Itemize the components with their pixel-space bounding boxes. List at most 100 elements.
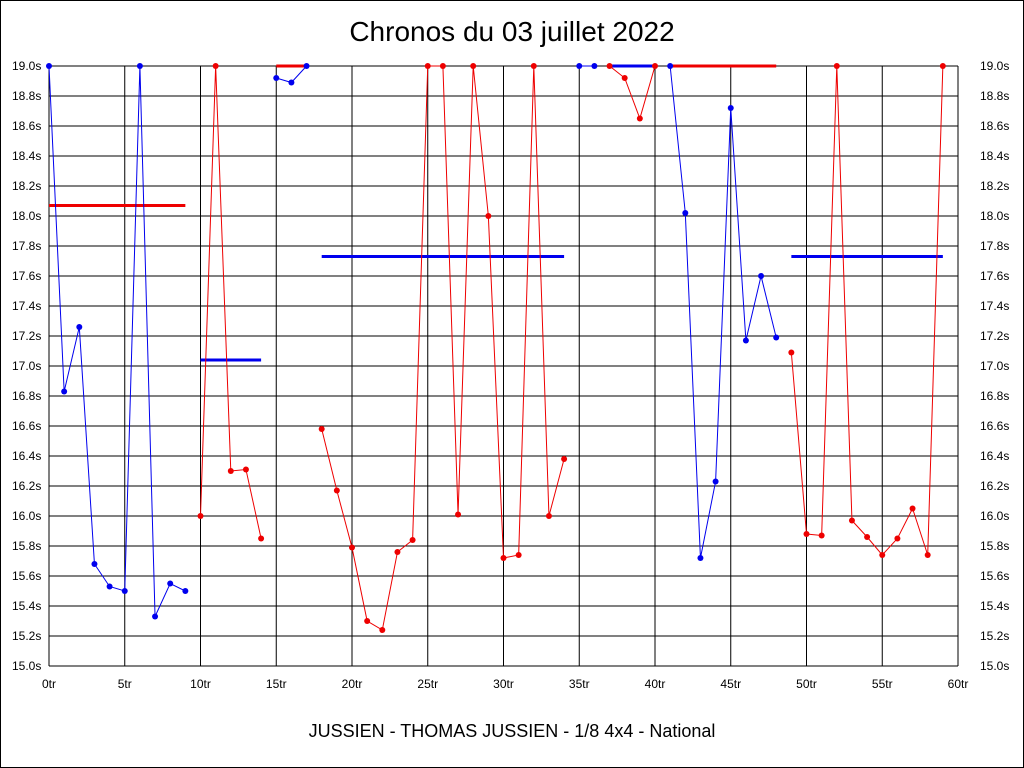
- data-point: [182, 588, 189, 594]
- data-point: [152, 613, 159, 620]
- data-point: [894, 535, 901, 542]
- data-point: [364, 618, 371, 624]
- series-line: [669, 65, 777, 559]
- y-tick-label-right: 16.4s: [980, 449, 1009, 463]
- y-tick-label-left: 17.2s: [12, 329, 41, 343]
- y-tick-label-right: 17.2s: [980, 329, 1009, 343]
- data-point: [121, 588, 128, 594]
- data-point: [485, 213, 492, 219]
- chart-subtitle: JUSSIEN - THOMAS JUSSIEN - 1/8 4x4 - Nat…: [308, 721, 716, 741]
- y-tick-label-right: 15.0s: [980, 659, 1009, 673]
- y-tick-label-right: 15.8s: [980, 539, 1009, 553]
- data-point: [742, 337, 749, 344]
- data-point: [864, 534, 871, 540]
- y-tick-label-right: 19.0s: [980, 59, 1009, 73]
- data-point: [349, 544, 355, 551]
- y-tick-label-right: 16.8s: [980, 389, 1009, 403]
- data-point: [697, 555, 704, 561]
- data-point: [909, 505, 916, 512]
- y-tick-label-left: 18.6s: [12, 119, 41, 133]
- data-point: [833, 63, 840, 69]
- series-line: [609, 65, 656, 121]
- data-point: [61, 388, 68, 395]
- y-tick-label-left: 15.6s: [12, 569, 41, 583]
- y-tick-label-left: 15.0s: [12, 659, 41, 673]
- x-tick-label: 25tr: [417, 677, 438, 691]
- y-tick-label-left: 16.4s: [12, 449, 41, 463]
- data-point: [682, 210, 689, 216]
- data-point: [924, 552, 931, 558]
- x-tick-label: 0tr: [42, 677, 56, 691]
- y-tick-label-right: 17.4s: [980, 299, 1009, 313]
- y-tick-label-left: 17.4s: [12, 299, 41, 313]
- data-point: [197, 513, 204, 519]
- data-point: [545, 513, 552, 519]
- data-point: [591, 63, 598, 69]
- data-point: [212, 63, 219, 69]
- data-point: [167, 580, 174, 587]
- data-point: [303, 63, 310, 69]
- y-tick-label-right: 18.6s: [980, 119, 1009, 133]
- x-tick-label: 60tr: [948, 677, 969, 691]
- data-point: [803, 531, 810, 537]
- x-tick-label: 40tr: [645, 677, 666, 691]
- data-point: [333, 487, 340, 494]
- y-tick-label-left: 18.8s: [12, 89, 41, 103]
- y-tick-label-right: 18.4s: [980, 149, 1009, 163]
- data-point: [788, 349, 795, 356]
- y-tick-label-left: 16.0s: [12, 509, 41, 523]
- y-tick-label-right: 16.6s: [980, 419, 1009, 433]
- series-line: [200, 65, 262, 539]
- x-tick-label: 5tr: [118, 677, 132, 691]
- y-tick-label-left: 16.8s: [12, 389, 41, 403]
- series-line: [790, 65, 944, 556]
- data-point: [91, 561, 98, 567]
- series-line: [321, 65, 565, 631]
- y-tick-label-right: 15.6s: [980, 569, 1009, 583]
- y-tick-label-right: 18.8s: [980, 89, 1009, 103]
- data-point: [758, 273, 765, 279]
- data-point: [470, 63, 477, 69]
- y-tick-label-left: 18.0s: [12, 209, 41, 223]
- x-tick-label: 20tr: [342, 677, 363, 691]
- data-point: [242, 466, 249, 473]
- data-point: [939, 63, 946, 69]
- data-point: [576, 63, 583, 69]
- data-point: [46, 63, 52, 69]
- data-point: [500, 555, 507, 561]
- data-point: [606, 63, 613, 69]
- data-point: [712, 478, 719, 485]
- y-tick-label-right: 15.4s: [980, 599, 1009, 613]
- y-tick-label-left: 19.0s: [12, 59, 41, 73]
- data-point: [136, 63, 143, 69]
- y-tick-label-left: 15.4s: [12, 599, 41, 613]
- data-point: [621, 75, 628, 81]
- data-point: [727, 105, 734, 111]
- y-tick-label-right: 16.2s: [980, 479, 1009, 493]
- x-tick-label: 30tr: [493, 677, 514, 691]
- data-point: [318, 426, 325, 432]
- data-point: [106, 583, 113, 590]
- y-tick-label-right: 16.0s: [980, 509, 1009, 523]
- chart-title: Chronos du 03 juillet 2022: [349, 16, 675, 47]
- data-point: [409, 537, 416, 543]
- y-tick-label-left: 17.6s: [12, 269, 41, 283]
- data-point: [561, 456, 568, 462]
- x-tick-label: 10tr: [190, 677, 211, 691]
- x-tick-label: 15tr: [266, 677, 287, 691]
- data-point: [227, 468, 234, 474]
- data-point: [455, 511, 462, 518]
- data-point: [515, 552, 522, 558]
- x-tick-label: 50tr: [796, 677, 817, 691]
- data-point: [530, 63, 537, 69]
- y-tick-label-left: 17.0s: [12, 359, 41, 373]
- y-tick-label-right: 17.6s: [980, 269, 1009, 283]
- y-tick-label-left: 16.2s: [12, 479, 41, 493]
- y-tick-label-right: 18.0s: [980, 209, 1009, 223]
- data-point: [636, 115, 643, 122]
- data-point: [258, 535, 265, 542]
- y-tick-label-left: 17.8s: [12, 239, 41, 253]
- y-tick-label-right: 18.2s: [980, 179, 1009, 193]
